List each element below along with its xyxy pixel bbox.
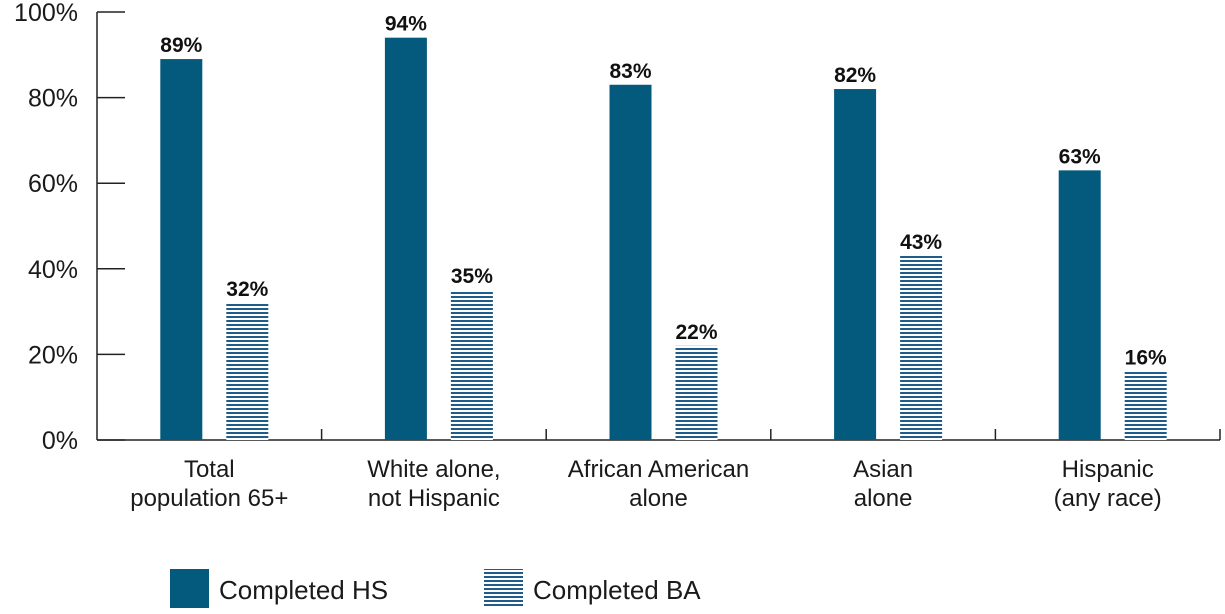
category-label: Asian (853, 456, 913, 483)
y-tick-label: 0% (42, 427, 78, 455)
y-tick-label: 80% (28, 85, 78, 113)
legend-label-ba: Completed BA (533, 575, 701, 605)
bar-hs (160, 59, 203, 441)
data-label-hs: 63% (1059, 145, 1101, 168)
bar-hs (384, 37, 427, 441)
data-label-hs: 83% (609, 60, 651, 83)
y-tick-label: 60% (28, 170, 78, 198)
category-label: White alone, (367, 456, 500, 483)
data-label-ba: 35% (451, 265, 493, 288)
data-label-ba: 43% (900, 231, 942, 254)
bar-hs (609, 84, 652, 440)
data-label-hs: 82% (834, 64, 876, 87)
data-label-ba: 22% (675, 321, 717, 344)
bars (160, 37, 1167, 441)
category-label: Total (184, 456, 235, 483)
category-label: alone (854, 485, 913, 512)
data-label-hs: 94% (385, 13, 427, 36)
data-label-ba: 32% (226, 278, 268, 301)
bar-hs (834, 89, 877, 440)
bar-ba (675, 345, 718, 440)
category-label: population 65+ (130, 485, 288, 512)
bar-ba (900, 255, 943, 440)
bar-ba (450, 290, 493, 440)
y-tick-label: 100% (14, 0, 78, 27)
y-tick-label: 20% (28, 341, 78, 369)
legend-label-hs: Completed HS (219, 575, 388, 605)
legend-swatch-hs (170, 569, 209, 608)
data-label-ba: 16% (1125, 347, 1167, 370)
legend: Completed HS Completed BA (170, 569, 701, 608)
category-label: alone (629, 485, 688, 512)
bar-ba (226, 303, 269, 440)
bar-hs (1058, 170, 1101, 441)
y-tick-label: 40% (28, 256, 78, 284)
category-label: (any race) (1054, 485, 1162, 512)
category-label: Hispanic (1062, 456, 1154, 483)
bar-ba (1124, 371, 1167, 440)
legend-swatch-ba (484, 569, 523, 608)
category-label: not Hispanic (368, 485, 500, 512)
data-label-hs: 89% (160, 34, 202, 57)
axes: 0% 20% 40% 60% 80% 100% (14, 0, 1221, 455)
category-label: African American (568, 456, 749, 483)
